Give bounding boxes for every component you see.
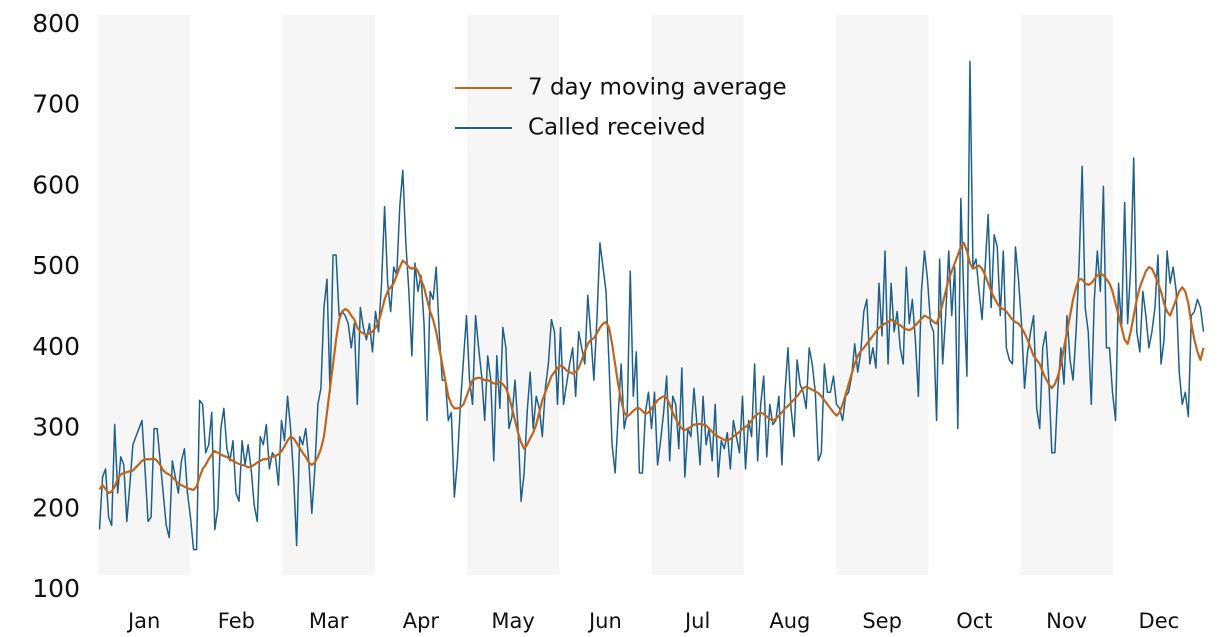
- x-tick-label: Sep: [862, 609, 902, 633]
- x-tick-label: Aug: [769, 609, 810, 633]
- x-tick-label: Oct: [956, 609, 992, 633]
- y-tick-label: 600: [32, 170, 80, 199]
- axes: Jan Feb Mar Apr May Jun Jul Aug Sep Oct Nov Dec 100 2…: [32, 9, 1179, 633]
- legend-label: Called received: [528, 115, 706, 141]
- plot-lines: [98, 60, 1205, 551]
- x-tick-label: Mar: [309, 609, 349, 633]
- x-tick-label: Jul: [683, 609, 710, 633]
- month-band: [836, 15, 929, 575]
- x-tick-label: May: [491, 609, 534, 633]
- month-band: [1020, 15, 1113, 575]
- month-band: [282, 15, 375, 575]
- y-tick-label: 400: [32, 332, 80, 361]
- y-tick-label: 100: [32, 574, 80, 603]
- series-line: [98, 60, 1205, 551]
- x-tick-label: Jun: [587, 609, 622, 633]
- x-tick-label: Jan: [126, 609, 160, 633]
- month-band: [467, 15, 560, 575]
- y-tick-label: 500: [32, 251, 80, 280]
- y-tick-label: 300: [32, 413, 80, 442]
- legend: 7 day moving average Called received: [455, 75, 787, 141]
- series-line: [98, 241, 1205, 495]
- y-tick-label: 800: [32, 9, 80, 38]
- y-tick-label: 700: [32, 90, 80, 119]
- month-bands: [98, 15, 1113, 575]
- x-tick-label: Nov: [1046, 609, 1087, 633]
- x-tick-label: Apr: [403, 609, 440, 633]
- x-tick-label: Feb: [218, 609, 255, 633]
- y-tick-label: 200: [32, 493, 80, 522]
- month-band: [651, 15, 744, 575]
- x-tick-label: Dec: [1139, 609, 1180, 633]
- legend-label: 7 day moving average: [528, 75, 787, 101]
